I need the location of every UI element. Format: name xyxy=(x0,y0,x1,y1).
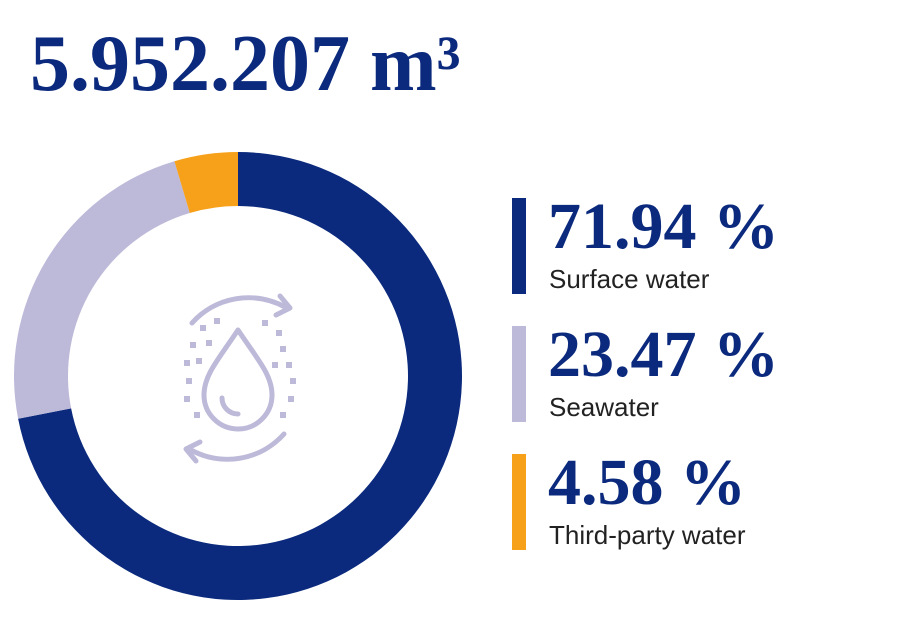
value-label: 71.94 % xyxy=(548,190,779,263)
legend-label: Third-party water xyxy=(549,520,746,550)
legend-label: Seawater xyxy=(549,392,659,422)
legend-swatch xyxy=(512,198,526,294)
value-label: 4.58 % xyxy=(548,446,746,519)
legend-swatch xyxy=(512,454,526,550)
donut-segment xyxy=(13,161,190,419)
center-icon xyxy=(183,293,296,464)
value-label: 23.47 % xyxy=(548,318,779,391)
donut-segment xyxy=(174,152,238,213)
legend-swatch xyxy=(512,326,526,422)
legend-label: Surface water xyxy=(549,264,710,294)
chart-title: 5.952.207 m³ xyxy=(30,20,461,108)
